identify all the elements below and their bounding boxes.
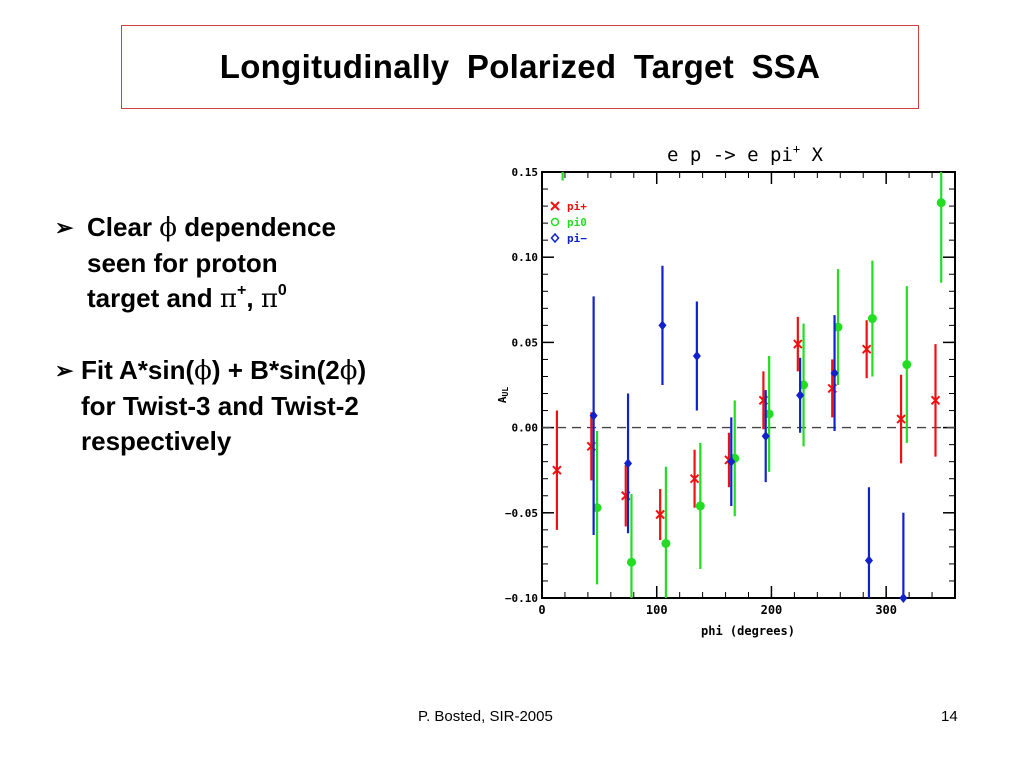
legend: pi+ pi0 pi−: [550, 200, 587, 245]
circle-marker: [867, 314, 877, 324]
circle-marker: [661, 538, 671, 548]
series-diamond: [589, 265, 908, 603]
circle-marker: [592, 503, 602, 513]
bullet-2-p1: Fit A*sin(: [81, 355, 195, 385]
diamond-marker: [624, 458, 633, 469]
chart-title: e p -> e pi+ X: [667, 142, 824, 166]
bullet-2-line3: respectively: [81, 426, 232, 456]
x-tick-label: 200: [761, 603, 783, 617]
y-tick-label: 0.10: [512, 251, 539, 264]
circle-marker: [902, 360, 912, 370]
bullet-2-text: Fit A*sin(ϕ) + B*sin(2ϕ) for Twist-3 and…: [81, 353, 366, 459]
diamond-marker: [864, 555, 873, 566]
sup-zero: 0: [277, 282, 287, 300]
slide-title: Longitudinally Polarized Target SSA: [219, 48, 821, 85]
bullet-2-line2: for Twist-3 and Twist-2: [81, 391, 359, 421]
circle-marker: [764, 409, 774, 419]
diamond-marker: [589, 410, 598, 421]
circle-marker: [695, 501, 705, 511]
bullet-2-p3: ): [357, 355, 367, 385]
bullet-1-comma: ,: [246, 283, 261, 313]
bullet-1-text: Clear ϕ dependence seen for proton targe…: [87, 210, 336, 317]
x-marker: [550, 201, 560, 211]
bullet-2: ➢ Fit A*sin(ϕ) + B*sin(2ϕ) for Twist-3 a…: [55, 353, 475, 459]
footer-author: P. Bosted, SIR-2005: [418, 708, 553, 725]
circle-marker: [936, 198, 946, 208]
series-x: [552, 316, 941, 541]
x-marker: [552, 465, 562, 475]
x-marker: [861, 344, 872, 354]
pi-symbol-2: π: [260, 284, 278, 314]
x-axis-label: phi (degrees): [701, 624, 795, 638]
circle-marker: [626, 557, 636, 567]
series-o: [561, 172, 946, 598]
y-tick-label: −0.05: [505, 507, 538, 520]
diamond-marker: [692, 351, 701, 362]
diamond-marker: [796, 390, 805, 401]
title-box: Longitudinally Polarized Target SSA: [121, 25, 919, 109]
x-tick-label: 300: [875, 603, 897, 617]
bullet-1-line2: seen for proton: [87, 248, 278, 278]
phi-symbol: ϕ: [339, 356, 358, 386]
x-marker: [655, 509, 665, 520]
legend-circle-marker: [550, 217, 560, 227]
legend-label: pi−: [567, 232, 587, 245]
phi-symbol: ϕ: [159, 213, 177, 243]
x-marker: [793, 339, 803, 349]
legend-diamond-marker: [550, 232, 560, 244]
y-tick-label: −0.10: [505, 592, 538, 605]
diamond-marker: [658, 320, 667, 331]
arrow-bullet-icon: ➢: [55, 358, 74, 383]
sup-plus: +: [237, 282, 247, 300]
bullet-1-w1: Clear: [87, 212, 160, 242]
diamond-marker: [899, 593, 908, 603]
x-tick-label: 100: [646, 603, 668, 617]
plot-frame: [541, 171, 956, 599]
page-number: 14: [941, 708, 958, 725]
diamond-marker: [830, 368, 839, 379]
x-marker: [689, 474, 700, 484]
bullet-list: ➢ Clear ϕ dependence seen for proton tar…: [55, 210, 475, 459]
y-tick-label: 0.05: [512, 336, 539, 349]
bullet-1-line3a: target and: [87, 283, 220, 313]
phi-symbol: ϕ: [194, 356, 212, 386]
x-marker: [896, 414, 906, 424]
legend-label: pi+: [567, 200, 587, 213]
legend-label: pi0: [567, 216, 587, 229]
x-tick-labels: 0 100 200 300: [538, 603, 897, 617]
data-points: [552, 172, 946, 603]
x-tick-label: 0: [538, 603, 545, 617]
bullet-1-w2: dependence: [177, 212, 336, 242]
pi-symbol-1: π: [219, 284, 238, 314]
bullet-1: ➢ Clear ϕ dependence seen for proton tar…: [55, 210, 475, 317]
axis-ticks: [541, 171, 955, 599]
y-tick-label: 0.00: [512, 422, 539, 435]
diamond-marker: [727, 456, 736, 467]
y-axis-label: AUL: [496, 387, 510, 403]
x-marker: [930, 395, 941, 406]
asymmetry-chart: e p -> e pi+ X 0.15 0.10 0.05 0.00 −0.05 −0.1…: [496, 142, 956, 638]
diamond-marker: [761, 431, 770, 442]
circle-marker: [799, 380, 809, 390]
y-tick-labels: 0.15 0.10 0.05 0.00 −0.05 −0.10: [505, 166, 538, 605]
circle-marker: [833, 322, 843, 332]
bullet-2-p2: ) + B*sin(2: [211, 355, 340, 385]
y-tick-label: 0.15: [512, 166, 539, 179]
arrow-bullet-icon: ➢: [55, 215, 74, 240]
